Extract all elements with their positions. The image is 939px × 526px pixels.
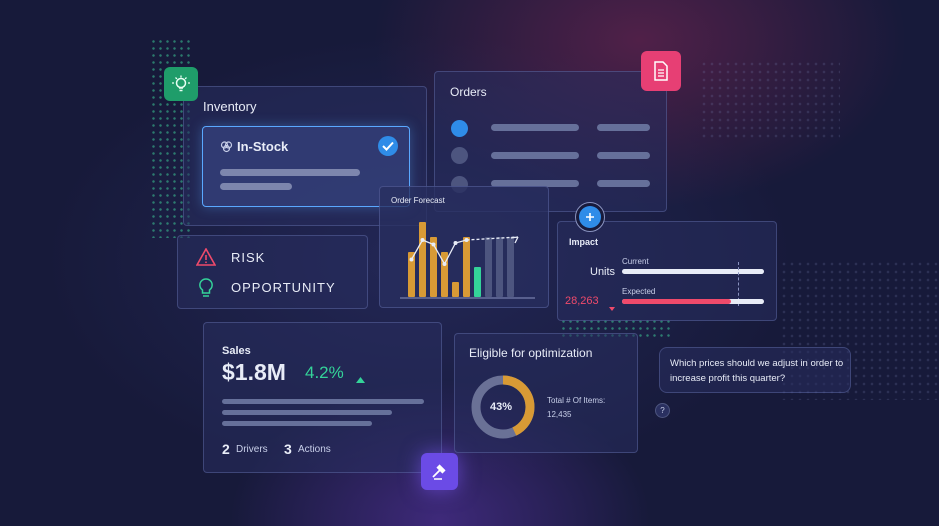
forecast-trend-point bbox=[409, 257, 414, 262]
drivers-count: 2 bbox=[222, 441, 230, 457]
check-icon bbox=[378, 136, 398, 156]
forecast-bar bbox=[430, 237, 437, 297]
sales-bar-1 bbox=[222, 399, 424, 404]
orders-bar-2a bbox=[491, 152, 579, 159]
in-stock-card[interactable]: In-Stock bbox=[202, 126, 410, 207]
order-forecast-card: Order Forecast bbox=[379, 186, 549, 308]
impact-dashed-marker bbox=[738, 262, 739, 306]
order-forecast-title: Order Forecast bbox=[391, 196, 445, 205]
current-label: Current bbox=[622, 257, 649, 266]
forecast-arrow-icon bbox=[510, 236, 519, 244]
order-forecast-chart bbox=[400, 222, 535, 299]
sales-amount: $1.8M bbox=[222, 359, 286, 385]
warning-icon bbox=[195, 247, 217, 271]
optimization-title: Eligible for optimization bbox=[469, 346, 593, 360]
forecast-bar bbox=[463, 237, 470, 297]
caret-down-icon bbox=[609, 298, 615, 316]
forecast-bar bbox=[507, 237, 514, 297]
units-label: Units bbox=[590, 266, 616, 278]
orders-bar-3b bbox=[597, 180, 650, 187]
optimization-card: Eligible for optimization 43% Total # Of… bbox=[454, 333, 638, 453]
orders-row-dot-1[interactable] bbox=[451, 120, 468, 137]
total-items-value: 12,435 bbox=[547, 410, 572, 419]
in-stock-bar-1 bbox=[220, 169, 360, 176]
expected-fill bbox=[622, 299, 732, 304]
forecast-trend-point bbox=[442, 262, 447, 266]
risk-opportunity-card: RISK OPPORTUNITY bbox=[177, 235, 368, 309]
sales-change: 4.2% bbox=[305, 363, 344, 382]
chat-question-bubble[interactable]: Which prices should we adjust in order t… bbox=[659, 347, 851, 393]
forecast-trend-point bbox=[431, 242, 436, 247]
orders-bar-2b bbox=[597, 152, 650, 159]
help-icon[interactable]: ? bbox=[655, 403, 670, 418]
gavel-icon bbox=[421, 453, 458, 490]
document-icon bbox=[641, 51, 681, 91]
forecast-projection-line bbox=[466, 236, 519, 241]
optimization-percent: 43% bbox=[490, 401, 513, 413]
bulb-icon bbox=[198, 278, 214, 303]
lightbulb-icon bbox=[164, 67, 198, 101]
expected-value: 28,263 bbox=[565, 295, 599, 307]
help-symbol: ? bbox=[660, 406, 665, 415]
plus-icon[interactable] bbox=[575, 202, 605, 232]
forecast-bar bbox=[452, 282, 459, 297]
sales-bar-3 bbox=[222, 421, 372, 426]
forecast-bar bbox=[496, 237, 503, 297]
expected-label: Expected bbox=[622, 287, 656, 296]
brain-icon bbox=[220, 140, 233, 158]
orders-row-dot-2[interactable] bbox=[451, 147, 468, 164]
impact-title: Impact bbox=[569, 237, 599, 247]
total-items-label: Total # Of Items: bbox=[547, 396, 606, 405]
chat-question-text: Which prices should we adjust in order t… bbox=[670, 358, 844, 384]
in-stock-bar-2 bbox=[220, 183, 292, 190]
forecast-trend-point bbox=[420, 238, 425, 242]
orders-bar-1a bbox=[491, 124, 579, 131]
forecast-trend-point bbox=[453, 241, 458, 245]
current-track bbox=[622, 269, 764, 274]
inventory-title: Inventory bbox=[203, 99, 257, 114]
orders-title: Orders bbox=[450, 85, 487, 99]
donut-segment bbox=[471, 375, 535, 439]
impact-card: Impact Units Current Expected 28,263 bbox=[557, 221, 777, 321]
actions-label[interactable]: Actions bbox=[298, 444, 331, 455]
drivers-label[interactable]: Drivers bbox=[236, 444, 268, 455]
forecast-bar bbox=[419, 222, 426, 297]
dot-pattern-topright bbox=[700, 60, 840, 140]
orders-bar-1b bbox=[597, 124, 650, 131]
sales-bar-2 bbox=[222, 410, 392, 415]
opportunity-label: OPPORTUNITY bbox=[231, 280, 336, 295]
actions-count: 3 bbox=[284, 441, 292, 457]
in-stock-label: In-Stock bbox=[237, 139, 289, 154]
sales-card: Sales $1.8M 4.2% 2 Drivers 3 Actions bbox=[203, 322, 442, 473]
forecast-bar bbox=[408, 252, 415, 297]
risk-label: RISK bbox=[231, 250, 266, 265]
optimization-donut bbox=[471, 375, 535, 439]
caret-up-icon bbox=[356, 370, 365, 388]
forecast-bar bbox=[485, 237, 492, 297]
orders-bar-3a bbox=[491, 180, 579, 187]
current-fill bbox=[622, 269, 764, 274]
sales-title: Sales bbox=[222, 345, 251, 357]
expected-track bbox=[622, 299, 764, 304]
forecast-bar bbox=[474, 267, 481, 297]
